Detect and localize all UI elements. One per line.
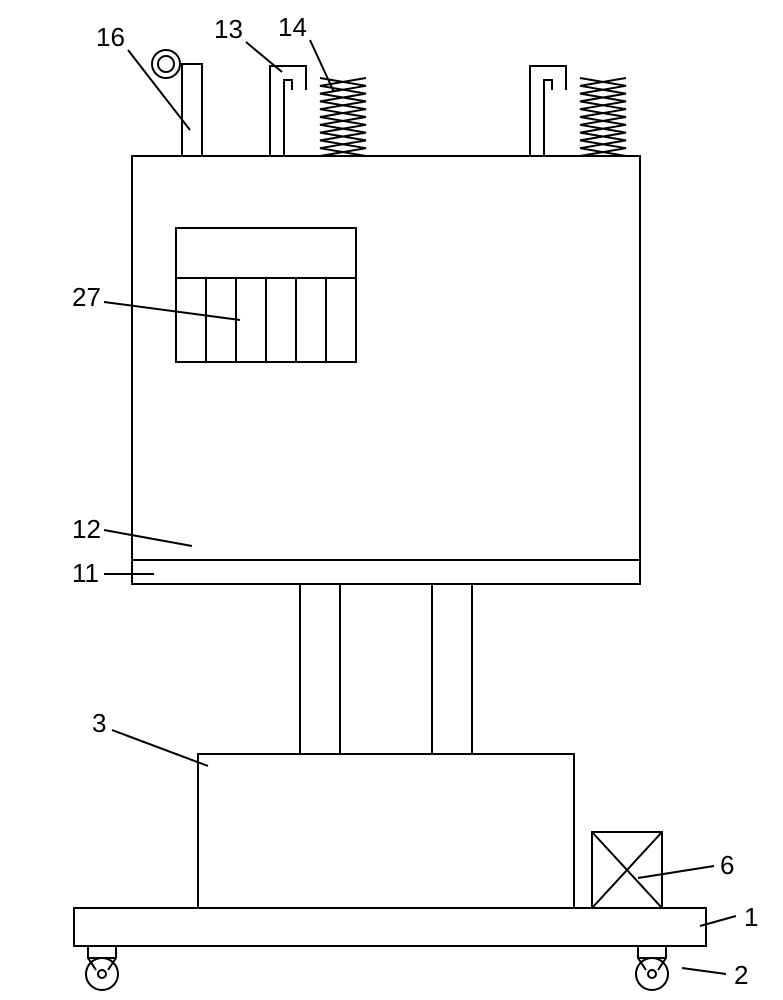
label-13: 13	[214, 14, 243, 45]
label-16: 16	[96, 22, 125, 53]
label-12: 12	[72, 514, 101, 545]
label-11: 11	[72, 558, 99, 589]
label-2: 2	[734, 960, 748, 991]
technical-drawing	[0, 0, 783, 1000]
label-27: 27	[72, 282, 101, 313]
label-14: 14	[278, 12, 307, 43]
label-1: 1	[744, 902, 758, 933]
label-3: 3	[92, 708, 106, 739]
label-6: 6	[720, 850, 734, 881]
